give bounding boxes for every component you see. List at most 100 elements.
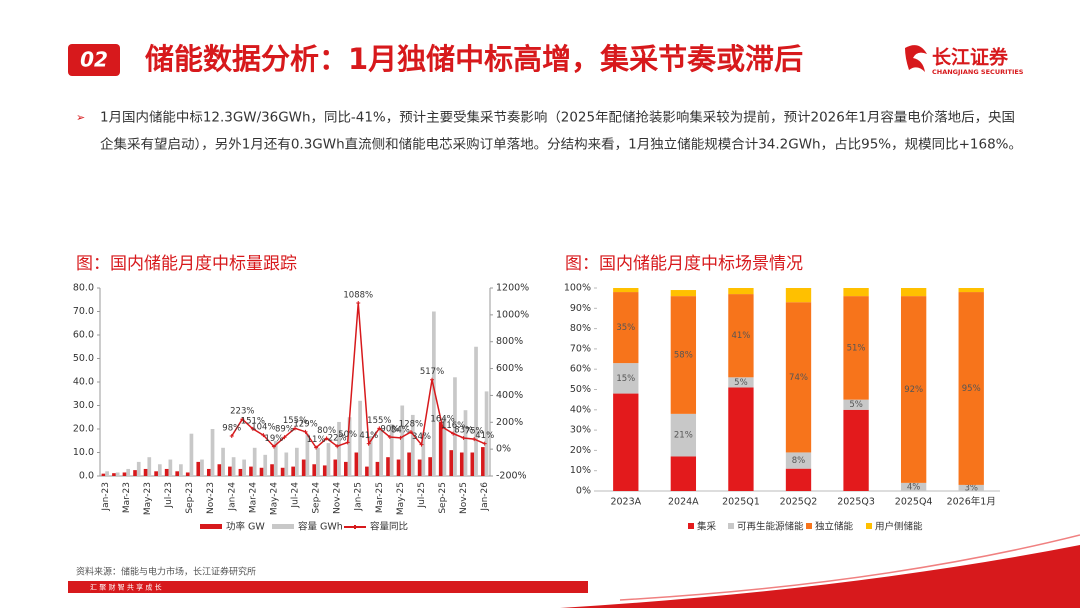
bar (368, 436, 373, 476)
line-point (482, 441, 487, 446)
data-label: 5% (849, 400, 863, 410)
data-label: 3% (964, 483, 978, 493)
data-label: 517% (420, 367, 444, 377)
bar (228, 466, 232, 476)
line-point (324, 436, 329, 441)
legend-swatch (272, 524, 294, 529)
bar (396, 459, 401, 476)
bar-segment (785, 288, 812, 303)
x-tick-label: 2025Q3 (837, 497, 875, 508)
legend-swatch (806, 523, 812, 529)
bar (185, 472, 190, 476)
data-label: 155% (283, 416, 307, 426)
data-label: 80% (317, 426, 336, 436)
x-tick-label: Jan-24 (227, 482, 237, 512)
y2-tick-label: 600% (496, 363, 523, 374)
line-point (261, 433, 266, 438)
bar-segment (958, 288, 984, 293)
data-label: 41% (475, 431, 494, 441)
data-label: 104% (251, 423, 275, 433)
y-tick-label: 60% (570, 364, 591, 375)
x-tick-label: Nov-24 (333, 482, 343, 514)
line-point (240, 417, 245, 422)
bar (280, 467, 285, 476)
y-tick-label: 50% (570, 384, 591, 395)
x-tick-label: 2025Q4 (895, 497, 933, 508)
bar (231, 457, 236, 476)
line-point (398, 435, 403, 440)
bar (143, 468, 148, 476)
legend-label: 独立储能 (815, 521, 854, 533)
bar (301, 459, 306, 476)
data-label: 84% (391, 425, 410, 435)
bar (206, 468, 211, 476)
bar (270, 464, 274, 476)
line-point (335, 444, 340, 449)
slide-title: 储能数据分析：1月独储中标高增，集采节奏或滞后 (145, 42, 803, 76)
data-label: 98% (222, 423, 241, 433)
bar (459, 452, 464, 476)
bar-segment (670, 290, 697, 297)
data-label: 41% (359, 431, 378, 441)
data-label: 74% (789, 373, 808, 383)
y-tick-label: 50.0 (73, 353, 94, 364)
bullet-text: 企集采有望启动），另外1月还有0.3GWh直流侧和储能电芯采购订单落地。分结构来… (100, 137, 1022, 153)
x-tick-label: 2024A (668, 497, 699, 508)
bar-segment (843, 399, 869, 410)
data-label: 164% (430, 415, 454, 425)
data-label: 58% (674, 350, 693, 360)
bar (333, 459, 338, 476)
x-tick-label: 2025Q2 (780, 497, 818, 508)
data-label: 151% (241, 416, 265, 426)
data-label: 41% (731, 331, 750, 341)
y-tick-label: 40.0 (73, 377, 94, 388)
x-tick-label: 2025Q1 (722, 497, 760, 508)
bar-segment (843, 409, 869, 491)
x-tick-label: Sep-24 (312, 482, 322, 514)
y-tick-label: 0.0 (79, 471, 94, 482)
y-tick-label: 80.0 (73, 283, 94, 294)
bar-segment (843, 296, 869, 400)
footer-band (68, 581, 588, 593)
data-label: 4% (907, 482, 921, 492)
line-point (377, 426, 382, 431)
data-label: 92% (904, 385, 923, 395)
bar (407, 452, 411, 476)
x-tick-label: Jul-23 (164, 482, 174, 509)
y-tick-label: 60.0 (73, 330, 94, 341)
y-tick-label: 20% (570, 445, 591, 456)
bar-segment (728, 294, 754, 378)
line-point (250, 426, 255, 431)
bar (344, 461, 348, 476)
bar (305, 433, 310, 476)
bar (438, 421, 443, 476)
line-point (440, 425, 445, 430)
bar (136, 461, 141, 476)
bar (252, 447, 257, 476)
y-tick-label: 40% (570, 404, 591, 415)
data-label: 155% (367, 416, 391, 426)
bar-segment (900, 296, 927, 483)
bar (453, 377, 457, 476)
bar (484, 391, 489, 476)
chart-title: 图：国内储能月度中标量跟踪 (76, 254, 297, 274)
bar (316, 447, 320, 476)
y-tick-label: 10% (570, 465, 591, 476)
data-label: 8% (792, 456, 806, 466)
bar (200, 459, 204, 476)
x-tick-label: May-25 (396, 482, 406, 515)
bar (358, 400, 362, 476)
bar (295, 447, 299, 476)
x-tick-label: May-23 (143, 482, 153, 515)
legend-label: 容量 GWh (298, 521, 343, 533)
bar-segment (900, 288, 927, 297)
bar-segment (613, 292, 639, 364)
data-label: 35% (616, 323, 635, 333)
footer-swoosh-line (619, 534, 1080, 601)
bar (379, 429, 384, 476)
bar-segment (728, 288, 754, 295)
logo-name: 长江证券 (932, 46, 1009, 69)
bar (164, 468, 169, 476)
bar (221, 447, 225, 476)
bar (196, 461, 201, 476)
